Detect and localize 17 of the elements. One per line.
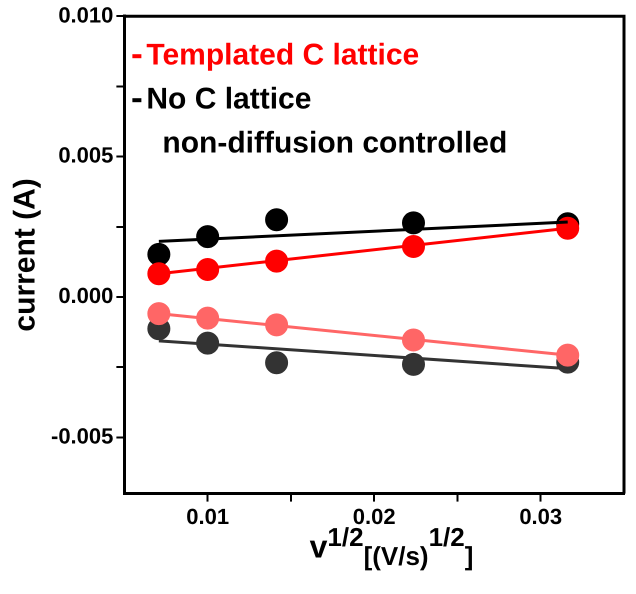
y-tick-label: -0.005: [50, 424, 114, 448]
x-tick-label: 0.02: [352, 504, 396, 529]
x-tick-label: 0.03: [519, 504, 562, 529]
y-tick-label: 0.000: [58, 283, 114, 308]
y-tick-label: 0.010: [58, 2, 114, 28]
point: [265, 208, 288, 232]
point: [147, 242, 170, 266]
legend-label: No C lattice: [146, 82, 312, 116]
point: [147, 262, 170, 286]
point: [265, 351, 288, 374]
point: [556, 344, 580, 367]
y-tick-label: 0.005: [58, 142, 114, 168]
point: [147, 302, 170, 326]
x-tick-label: 0.01: [186, 504, 230, 529]
legend-label: Templated C lattice: [146, 38, 420, 72]
annotation: non-diffusion controlled: [162, 126, 508, 160]
y-axis-title: current (A): [8, 178, 42, 332]
